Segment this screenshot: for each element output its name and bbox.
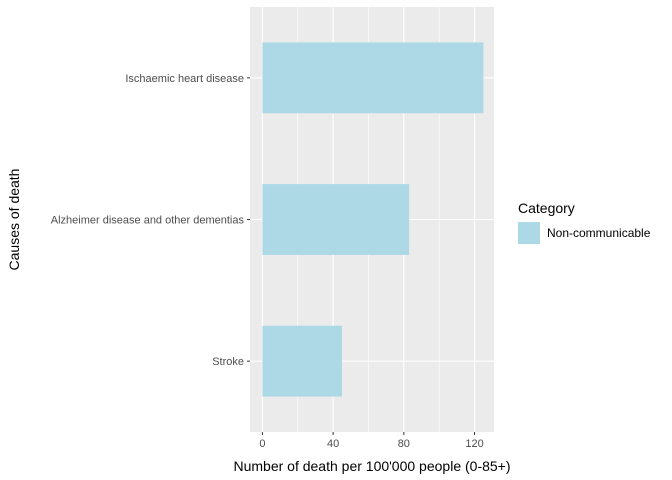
x-axis-title: Number of death per 100'000 people (0-85…: [233, 458, 510, 474]
y-tick-label: Stroke: [212, 356, 244, 368]
legend: Category Non-communicable: [518, 200, 651, 244]
legend-title: Category: [518, 200, 575, 216]
x-tick-label: 120: [465, 438, 483, 450]
bar-ischaemic-heart-disease: [262, 42, 484, 114]
x-axis: 0 40 80 120: [259, 432, 484, 450]
bar-stroke: [262, 325, 342, 397]
x-tick-label: 80: [398, 438, 410, 450]
legend-label: Non-communicable: [547, 226, 651, 240]
legend-key-swatch: [518, 222, 540, 244]
bar-alzheimer-disease-and-other-dementias: [262, 184, 410, 255]
y-tick-label: Ischaemic heart disease: [125, 73, 244, 85]
x-tick-label: 0: [259, 438, 265, 450]
y-axis-title: Causes of death: [6, 169, 22, 271]
x-tick-label: 40: [327, 438, 339, 450]
bars: [262, 42, 484, 397]
y-tick-label: Alzheimer disease and other dementias: [51, 215, 245, 227]
y-axis: Ischaemic heart disease Alzheimer disease…: [51, 73, 250, 368]
